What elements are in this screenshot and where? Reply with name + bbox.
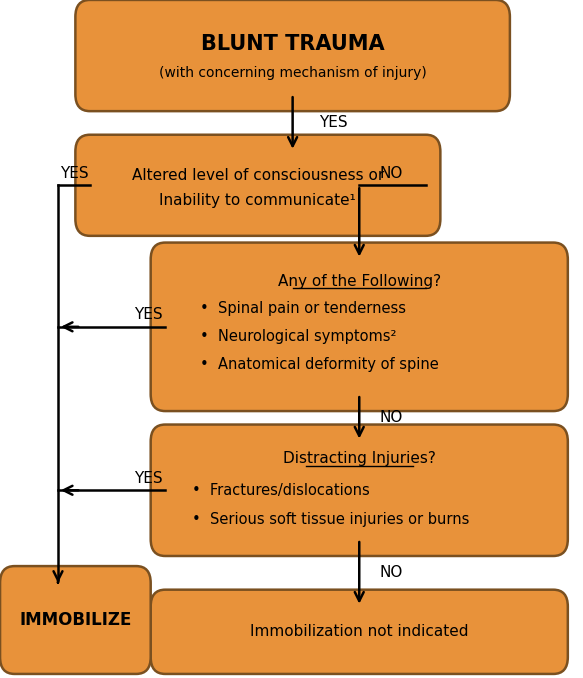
Text: NO: NO	[380, 410, 403, 425]
Text: •  Spinal pain or tenderness: • Spinal pain or tenderness	[200, 301, 406, 316]
Text: (with concerning mechanism of injury): (with concerning mechanism of injury)	[159, 66, 427, 79]
FancyBboxPatch shape	[150, 590, 568, 674]
Text: Inability to communicate¹: Inability to communicate¹	[160, 193, 356, 207]
FancyBboxPatch shape	[75, 135, 440, 236]
FancyBboxPatch shape	[75, 0, 510, 111]
Text: YES: YES	[319, 115, 347, 130]
Text: •  Neurological symptoms²: • Neurological symptoms²	[200, 329, 396, 344]
Text: •  Anatomical deformity of spine: • Anatomical deformity of spine	[200, 357, 439, 372]
FancyBboxPatch shape	[0, 566, 150, 674]
Text: YES: YES	[134, 307, 162, 322]
Text: NO: NO	[380, 565, 403, 580]
Text: Distracting Injuries?: Distracting Injuries?	[283, 452, 436, 466]
Text: IMMOBILIZE: IMMOBILIZE	[19, 611, 132, 629]
Text: •  Serious soft tissue injuries or burns: • Serious soft tissue injuries or burns	[192, 512, 470, 527]
FancyBboxPatch shape	[150, 424, 568, 556]
Text: NO: NO	[380, 165, 403, 180]
Text: YES: YES	[59, 165, 88, 180]
Text: Immobilization not indicated: Immobilization not indicated	[250, 624, 469, 639]
Text: Altered level of consciousness or: Altered level of consciousness or	[132, 167, 384, 182]
Text: Any of the Following?: Any of the Following?	[278, 274, 441, 290]
FancyBboxPatch shape	[150, 243, 568, 411]
Text: YES: YES	[134, 471, 162, 485]
Text: •  Fractures/dislocations: • Fractures/dislocations	[192, 483, 370, 498]
Text: BLUNT TRAUMA: BLUNT TRAUMA	[201, 34, 384, 54]
